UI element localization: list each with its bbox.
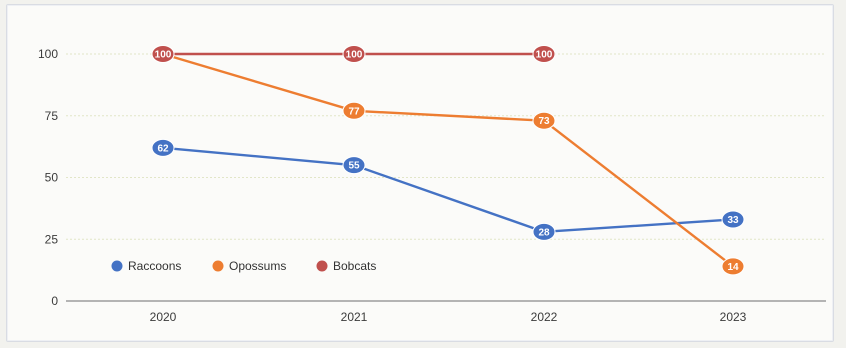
- legend-label-raccoons: Raccoons: [128, 259, 181, 273]
- data-point-bobcats: [342, 45, 366, 63]
- series-line-opossums: [161, 52, 735, 268]
- data-label-raccoons: 62: [157, 143, 169, 154]
- data-point-opossums: [342, 101, 366, 120]
- legend-marker-opossums: [212, 260, 224, 272]
- data-point-bobcats: [151, 45, 175, 63]
- y-axis-ticks: 0 25 50 75 100: [38, 47, 58, 308]
- x-axis-ticks: 2020 2021 2022 2023: [150, 310, 747, 324]
- legend-label-opossums: Opossums: [229, 259, 286, 273]
- legend-marker-raccoons: [111, 260, 123, 272]
- y-tick-label: 50: [45, 171, 59, 185]
- legend-marker-bobcats: [316, 260, 328, 272]
- data-label-opossums: 73: [538, 116, 550, 127]
- series-group: 62552833100777314100100100: [151, 45, 745, 276]
- x-tick-label: 2022: [531, 310, 558, 324]
- x-tick-label: 2021: [341, 310, 368, 324]
- data-point-bobcats: [532, 45, 556, 63]
- series-line-raccoons: [161, 146, 735, 234]
- y-tick-label: 0: [51, 294, 58, 308]
- gridlines: [66, 53, 826, 240]
- data-label-opossums: 14: [727, 262, 739, 273]
- data-point-raccoons: [151, 138, 175, 157]
- legend-label-bobcats: Bobcats: [333, 259, 376, 273]
- data-point-opossums: [721, 257, 745, 276]
- chart-frame: [6, 4, 834, 342]
- data-label-bobcats: 100: [536, 50, 553, 61]
- data-point-raccoons: [532, 222, 556, 241]
- y-tick-label: 25: [45, 232, 59, 246]
- data-point-raccoons: [342, 156, 366, 175]
- data-label-bobcats: 100: [155, 50, 172, 61]
- data-label-raccoons: 55: [348, 161, 360, 172]
- data-point-raccoons: [721, 210, 745, 229]
- data-label-raccoons: 28: [538, 227, 550, 238]
- y-tick-label: 100: [38, 47, 58, 61]
- y-tick-label: 75: [45, 109, 59, 123]
- data-label-raccoons: 33: [727, 215, 739, 226]
- data-point-opossums: [532, 111, 556, 130]
- data-label-opossums: 77: [348, 106, 360, 117]
- x-tick-label: 2020: [150, 310, 177, 324]
- x-tick-label: 2023: [720, 310, 747, 324]
- legend: Raccoons Opossums Bobcats: [111, 259, 376, 273]
- data-label-bobcats: 100: [346, 50, 363, 61]
